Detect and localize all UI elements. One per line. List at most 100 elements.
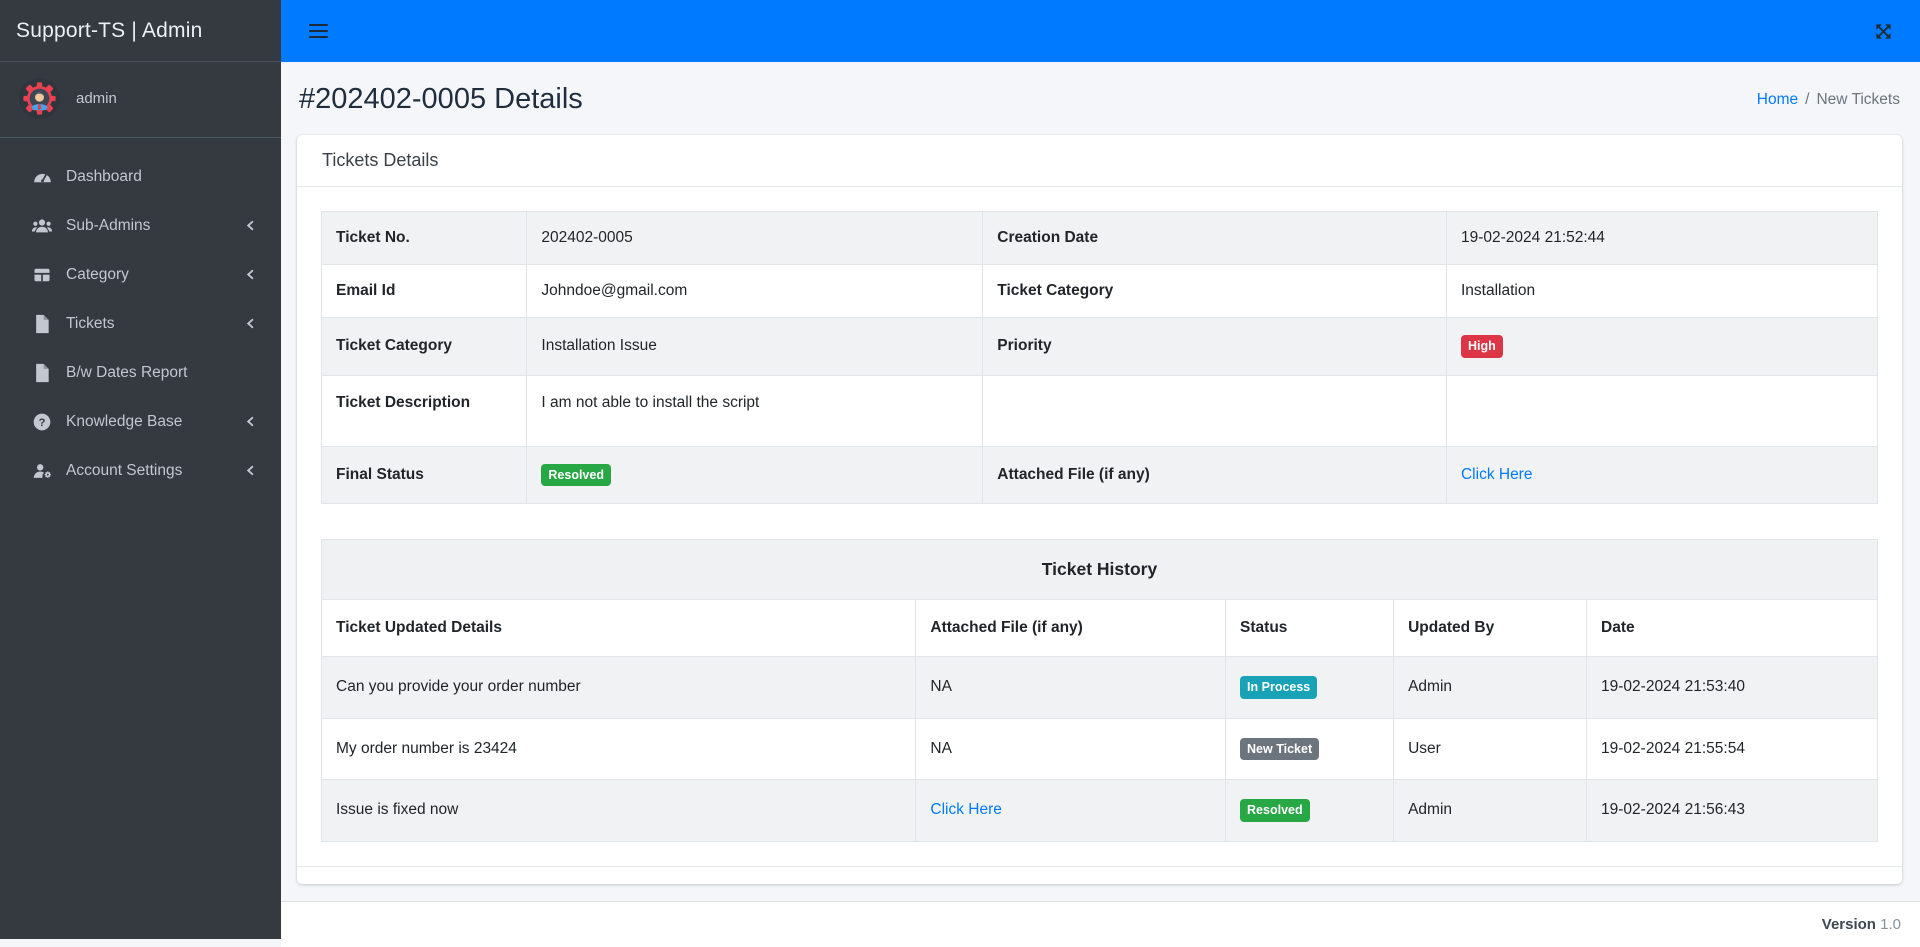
detail-value: 202402-0005 bbox=[527, 212, 983, 265]
detail-value: Click Here bbox=[1446, 446, 1877, 504]
history-details: My order number is 23424 bbox=[322, 718, 916, 780]
svg-text:?: ? bbox=[39, 416, 46, 428]
column-header: Updated By bbox=[1394, 600, 1587, 657]
detail-label: Email Id bbox=[322, 265, 527, 318]
detail-value: Installation Issue bbox=[527, 318, 983, 376]
history-date: 19-02-2024 21:56:43 bbox=[1587, 780, 1878, 842]
history-updated-by: Admin bbox=[1394, 780, 1587, 842]
chevron-left-icon bbox=[244, 268, 257, 281]
table-row: Final Status Resolved Attached File (if … bbox=[322, 446, 1878, 504]
chevron-left-icon bbox=[244, 219, 257, 232]
detail-label: Ticket Description bbox=[322, 375, 527, 446]
version-value: 1.0 bbox=[1880, 916, 1901, 933]
user-name[interactable]: admin bbox=[76, 90, 117, 107]
chevron-left-icon bbox=[244, 415, 257, 428]
breadcrumb-current: New Tickets bbox=[1816, 91, 1900, 108]
history-status: Resolved bbox=[1226, 780, 1394, 842]
detail-label: Ticket No. bbox=[322, 212, 527, 265]
question-circle-icon: ? bbox=[30, 412, 54, 432]
sidebar-nav: Dashboard Sub-Admins bbox=[0, 152, 281, 495]
brand-title[interactable]: Support-TS | Admin bbox=[0, 0, 281, 62]
users-icon bbox=[30, 215, 54, 237]
breadcrumb-home-link[interactable]: Home bbox=[1757, 91, 1798, 108]
chevron-left-icon bbox=[244, 464, 257, 477]
detail-label: Ticket Category bbox=[983, 265, 1447, 318]
tickets-details-card: Tickets Details Ticket No. 202402-0005 C… bbox=[297, 135, 1902, 884]
card-footer bbox=[297, 866, 1902, 884]
main-content: #202402-0005 Details Home / New Tickets Ti… bbox=[281, 62, 1920, 884]
history-file: NA bbox=[916, 718, 1226, 780]
table-row: Can you provide your order number NA In … bbox=[322, 657, 1878, 719]
sidebar-item-bw-dates-report[interactable]: B/w Dates Report bbox=[0, 348, 281, 397]
version-label: Version bbox=[1822, 916, 1876, 933]
history-updated-by: Admin bbox=[1394, 657, 1587, 719]
sidebar-item-dashboard[interactable]: Dashboard bbox=[0, 152, 281, 201]
detail-value: High bbox=[1446, 318, 1877, 376]
column-header: Status bbox=[1226, 600, 1394, 657]
page-footer: Version 1.0 bbox=[281, 901, 1920, 947]
expand-arrows-icon[interactable] bbox=[1874, 22, 1893, 41]
tachometer-icon bbox=[30, 166, 54, 187]
history-status: New Ticket bbox=[1226, 718, 1394, 780]
sidebar-item-account-settings[interactable]: Account Settings bbox=[0, 446, 281, 495]
history-details: Issue is fixed now bbox=[322, 780, 916, 842]
attached-file-link[interactable]: Click Here bbox=[1461, 466, 1532, 483]
column-header: Date bbox=[1587, 600, 1878, 657]
detail-label: Final Status bbox=[322, 446, 527, 504]
column-header: Attached File (if any) bbox=[916, 600, 1226, 657]
detail-label: Ticket Category bbox=[322, 318, 527, 376]
sidebar-item-category[interactable]: Category bbox=[0, 250, 281, 299]
sidebar: Support-TS | Admin bbox=[0, 0, 281, 939]
history-details: Can you provide your order number bbox=[322, 657, 916, 719]
history-date: 19-02-2024 21:55:54 bbox=[1587, 718, 1878, 780]
table-row: Issue is fixed now Click Here Resolved A… bbox=[322, 780, 1878, 842]
detail-value: Resolved bbox=[527, 446, 983, 504]
status-badge: In Process bbox=[1240, 676, 1317, 699]
card-header: Tickets Details bbox=[297, 135, 1902, 187]
detail-label: Priority bbox=[983, 318, 1447, 376]
gear-person-avatar bbox=[18, 77, 61, 120]
status-badge: Resolved bbox=[1240, 799, 1310, 822]
top-navbar bbox=[281, 0, 1920, 62]
detail-value: Johndoe@gmail.com bbox=[527, 265, 983, 318]
user-cog-icon bbox=[30, 460, 54, 482]
detail-value: 19-02-2024 21:52:44 bbox=[1446, 212, 1877, 265]
ticket-details-table: Ticket No. 202402-0005 Creation Date 19-… bbox=[321, 211, 1878, 504]
history-file: Click Here bbox=[916, 780, 1226, 842]
file-icon bbox=[30, 363, 54, 383]
breadcrumb: Home / New Tickets bbox=[1757, 91, 1900, 109]
history-date: 19-02-2024 21:53:40 bbox=[1587, 657, 1878, 719]
file-icon bbox=[30, 314, 54, 334]
table-row: Ticket History bbox=[322, 540, 1878, 600]
table-row: Ticket Category Installation Issue Prior… bbox=[322, 318, 1878, 376]
page-title: #202402-0005 Details bbox=[299, 83, 583, 116]
sidebar-item-sub-admins[interactable]: Sub-Admins bbox=[0, 201, 281, 250]
table-row: My order number is 23424 NA New Ticket U… bbox=[322, 718, 1878, 780]
user-panel: admin bbox=[0, 62, 281, 138]
sidebar-item-knowledge-base[interactable]: ? Knowledge Base bbox=[0, 397, 281, 446]
column-header: Ticket Updated Details bbox=[322, 600, 916, 657]
ticket-history-table: Ticket History Ticket Updated Details At… bbox=[321, 539, 1878, 842]
detail-label bbox=[983, 375, 1447, 446]
table-icon bbox=[30, 265, 54, 285]
detail-value: Installation bbox=[1446, 265, 1877, 318]
attached-file-link[interactable]: Click Here bbox=[930, 801, 1001, 818]
history-updated-by: User bbox=[1394, 718, 1587, 780]
detail-label: Attached File (if any) bbox=[983, 446, 1447, 504]
table-row: Email Id Johndoe@gmail.com Ticket Catego… bbox=[322, 265, 1878, 318]
detail-label: Creation Date bbox=[983, 212, 1447, 265]
history-file: NA bbox=[916, 657, 1226, 719]
history-caption: Ticket History bbox=[322, 540, 1878, 600]
status-badge: New Ticket bbox=[1240, 738, 1319, 761]
chevron-left-icon bbox=[244, 317, 257, 330]
sidebar-item-tickets[interactable]: Tickets bbox=[0, 299, 281, 348]
final-status-badge: Resolved bbox=[541, 464, 611, 487]
detail-value bbox=[1446, 375, 1877, 446]
detail-value: I am not able to install the script bbox=[527, 375, 983, 446]
hamburger-icon[interactable] bbox=[307, 20, 330, 43]
table-row: Ticket No. 202402-0005 Creation Date 19-… bbox=[322, 212, 1878, 265]
history-status: In Process bbox=[1226, 657, 1394, 719]
table-row: Ticket Description I am not able to inst… bbox=[322, 375, 1878, 446]
breadcrumb-separator: / bbox=[1805, 91, 1809, 108]
table-row: Ticket Updated Details Attached File (if… bbox=[322, 600, 1878, 657]
